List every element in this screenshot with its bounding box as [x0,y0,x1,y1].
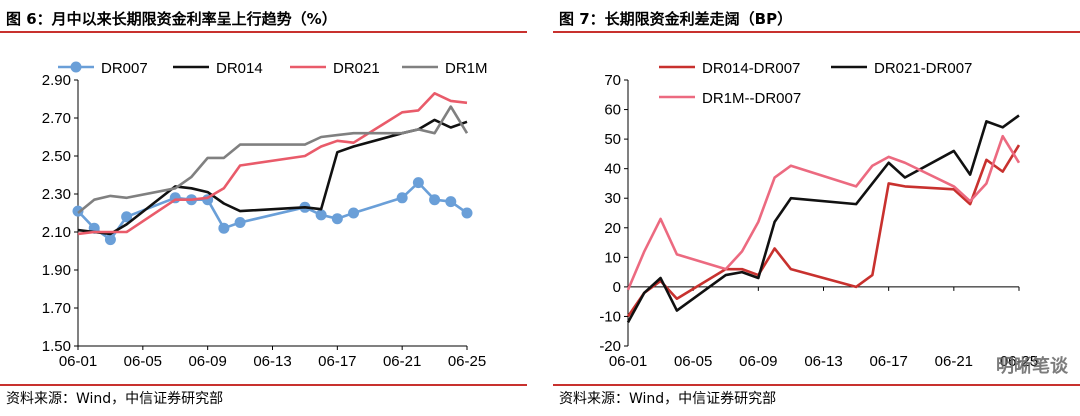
series-line-dr021 [77,91,468,236]
x-tick-label: 06-01 [59,353,97,370]
y-tick-label: 40 [604,161,621,178]
y-tick-label: 1.50 [42,338,71,355]
y-tick-label: 1.70 [42,300,71,317]
data-point [218,222,230,234]
data-point [445,196,457,208]
x-tick-label: 06-09 [739,353,777,370]
y-tick-label: 0 [613,279,621,296]
chart-title: 图 7：长期限资金利差走阔（BP） [559,10,793,28]
y-tick-label: 2.70 [42,110,71,127]
data-point [331,213,343,225]
chart-panel-right: 图 7：长期限资金利差走阔（BP） -20 -10 0 10 20 30 40 50 60 70 0… [553,0,1080,416]
legend-label: DR1M--DR007 [702,90,801,107]
legend-label: DR014-DR007 [702,60,800,77]
legend-label: DR014 [216,60,263,77]
x-tick-label: 06-13 [804,353,842,370]
y-tick-label: 2.90 [42,72,71,89]
title-rule [553,31,1080,33]
data-point [412,177,424,189]
y-tick-label: 2.50 [42,148,71,165]
x-tick-label: 06-21 [935,353,973,370]
data-point [396,192,408,204]
source-rule [553,384,1080,386]
y-tick-label: -10 [599,308,621,325]
x-tick-label: 06-17 [869,353,907,370]
y-tick-label: 60 [604,102,621,119]
data-point [104,234,116,246]
data-point [315,209,327,221]
series-line-dr014 [77,118,468,236]
legend-label: DR007 [101,60,148,77]
y-tick-label: 50 [604,131,621,148]
legend-label: DR021-DR007 [874,60,972,77]
watermark-logo: 明晰笔谈 [996,356,1068,377]
x-tick-label: 06-05 [674,353,712,370]
source-note: 资料来源：Wind，中信证券研究部 [6,391,224,407]
x-tick-label: 06-17 [318,353,356,370]
x-tick-label: 06-21 [383,353,421,370]
legend-label: DR1M [445,60,488,77]
x-tick-label: 06-25 [1000,353,1038,370]
data-point [234,217,246,228]
y-tick-label: 1.90 [42,262,71,279]
y-tick-label: 70 [604,72,621,89]
series-line-dr007 [77,181,468,241]
series-line-dr021-dr007 [626,114,1020,323]
data-point [121,211,133,223]
y-tick-label: 30 [604,190,621,207]
source-note: 资料来源：Wind，中信证券研究部 [559,391,777,407]
x-tick-label: 06-05 [124,353,162,370]
x-tick-label: 06-13 [253,353,291,370]
legend-label: DR021 [333,60,380,77]
y-tick-label: 2.10 [42,224,71,241]
title-rule [0,31,527,33]
x-tick-label: 06-01 [609,353,647,370]
line-chart-rates: 1.50 1.70 1.90 2.10 2.30 2.50 2.70 2.90 06-01 06-… [42,60,488,370]
y-tick-label: 2.30 [42,186,71,203]
chart-panel-left: 图 6：月中以来长期限资金利率呈上行趋势（%） 1.50 1.70 1.90 2.10… [0,0,527,416]
series-line-dr1m [77,105,469,215]
y-tick-label: -20 [599,338,621,355]
series-line-dr1m-dr007 [626,134,1021,291]
data-point [461,207,473,219]
data-point [348,207,360,219]
source-rule [0,384,527,386]
legend-marker [70,61,82,73]
x-tick-label: 06-09 [188,353,226,370]
y-tick-label: 10 [604,249,621,266]
data-point [429,194,441,206]
y-tick-label: 20 [604,220,621,237]
chart-title: 图 6：月中以来长期限资金利率呈上行趋势（%） [6,10,337,28]
data-point [72,205,84,217]
line-chart-spreads: -20 -10 0 10 20 30 40 50 60 70 06-01 06-05 06-09 06-1… [599,60,1038,370]
x-tick-label: 06-25 [448,353,486,370]
